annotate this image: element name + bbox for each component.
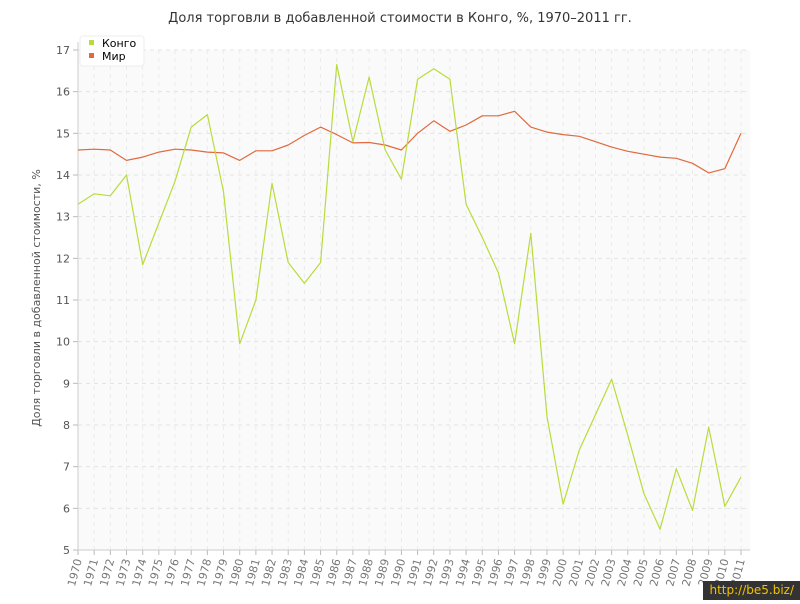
y-tick-label: 11 (56, 294, 70, 307)
series-lines (77, 63, 742, 530)
legend-swatch-world (89, 53, 94, 58)
y-tick-label: 16 (56, 86, 70, 99)
y-tick-label: 17 (56, 44, 70, 57)
y-tick-label: 9 (63, 377, 70, 390)
y-tick-label: 8 (63, 419, 70, 432)
gridlines (77, 49, 750, 550)
legend-label-congo: Конго (102, 37, 137, 50)
series-line-world (77, 110, 742, 174)
y-tick-label: 10 (56, 336, 70, 349)
legend-label-world: Мир (102, 50, 126, 63)
chart-title: Доля торговли в добавленной стоимости в … (168, 11, 632, 26)
legend-swatch-congo (89, 40, 94, 45)
legend: Конго Мир (79, 35, 145, 67)
series-line-congo (77, 63, 742, 530)
y-tick-label: 6 (63, 502, 70, 515)
y-tick-label: 5 (63, 544, 70, 557)
y-tick-label: 14 (56, 169, 70, 182)
y-tick-label: 13 (56, 211, 70, 224)
legend-box (79, 35, 145, 67)
y-tick-label: 15 (56, 127, 70, 140)
y-tick-label: 12 (56, 252, 70, 265)
y-tick-label: 7 (63, 461, 70, 474)
watermark-link[interactable]: http://be5.biz/ (703, 581, 800, 600)
y-axis-label: Доля торговли в добавленной стоимости, % (30, 169, 43, 427)
